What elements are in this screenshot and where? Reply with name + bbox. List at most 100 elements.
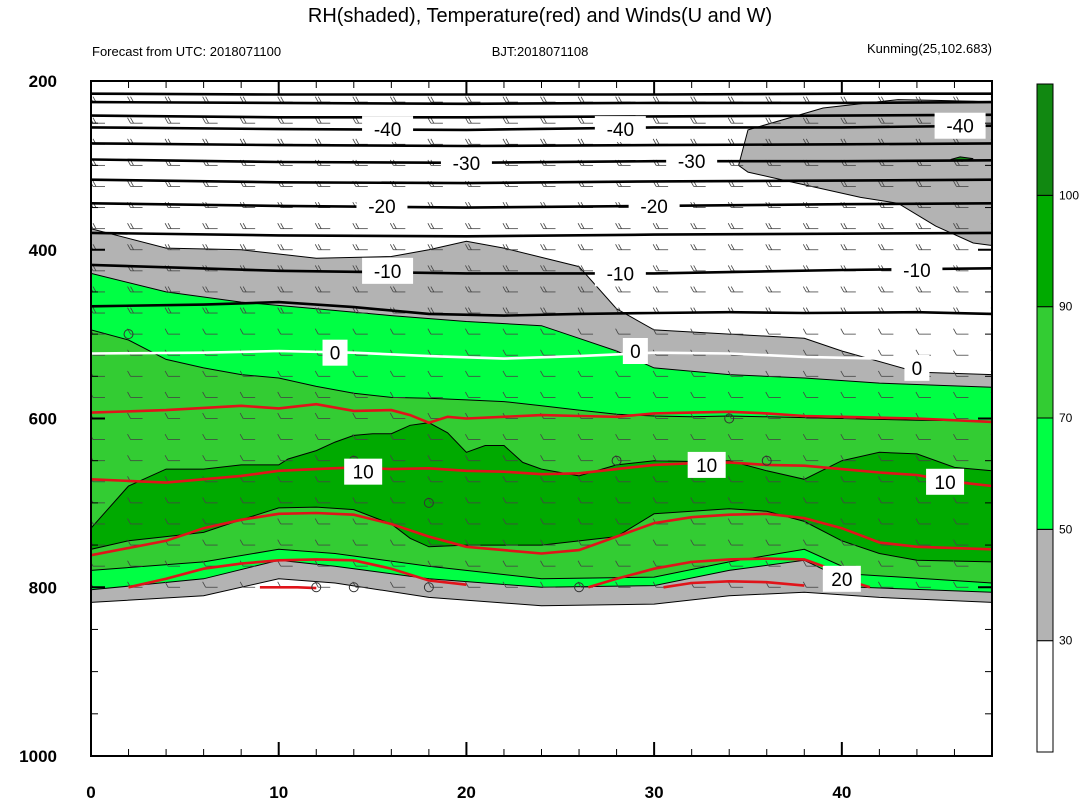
wind-barb [990,307,992,311]
wind-barb [652,286,669,293]
wind-barb [502,455,518,462]
temp-contour-black [91,263,992,275]
wind-barb [427,286,443,293]
colorbar-swatch [1036,83,1054,196]
wind-barb [765,370,781,377]
wind-barb [314,560,331,567]
wind-barb [540,349,556,356]
wind-barb [991,76,1006,81]
wind-barb [502,286,518,293]
wind-barb [465,476,481,483]
wind-barb [577,560,594,567]
wind-barb [765,328,781,335]
wind-barb [915,455,931,462]
contour-label-text: 10 [353,463,374,484]
wind-barb [727,370,744,377]
wind-barb [277,391,293,398]
wind-barb [164,391,181,398]
wind-barb [352,412,368,419]
wind-barb [727,539,744,546]
contour-label-text: -10 [607,264,634,285]
wind-barb [239,433,256,440]
wind-barb [577,518,594,525]
wind-barb [878,476,894,483]
wind-barb [277,412,293,419]
wind-barb [352,497,368,504]
wind-barb [690,223,706,230]
wind-barb [277,433,293,440]
wind-barb [389,476,406,483]
contour-label-text: -40 [946,117,973,138]
contour-label-text: -40 [607,120,634,141]
wind-barb [802,455,819,462]
wind-barb [727,244,744,251]
temp-contour-red [91,402,992,425]
wind-barb [202,518,218,525]
x-tick-label: 10 [269,783,288,802]
wind-barb [652,328,669,335]
wind-barb [389,433,406,440]
temp-contour-red [91,511,992,557]
wind-barb [990,244,992,247]
wind-barb [878,223,894,230]
wind-barb [427,96,443,103]
wind-barb [502,328,518,335]
wind-barb [389,539,406,546]
wind-barb [953,223,969,230]
wind-barb [615,560,631,567]
wind-barb [727,117,744,124]
wind-barb [277,138,293,145]
wind-barb [727,581,744,588]
wind-barb [953,391,969,398]
wind-barb [314,223,331,230]
contour-label: -40 [594,116,646,143]
wind-barb [352,286,368,293]
wind-barb [540,391,556,398]
wind-barb [127,560,143,567]
wind-barb [577,455,594,462]
wind-barb [915,518,931,525]
wind-barb [352,560,368,567]
wind-barb [540,433,556,440]
wind-barb [765,539,781,546]
wind-barb [502,497,518,504]
wind-barb [277,244,293,251]
wind-barb [239,244,256,251]
contour-label: -20 [628,192,680,219]
wind-barb [314,476,331,483]
wind-barb [164,117,181,124]
wind-barb [953,286,969,293]
wind-barb [427,138,443,145]
wind-barb [202,497,218,504]
wind-barb [277,96,293,103]
wind-barb [427,265,443,272]
wind-barb [953,328,969,335]
wind-barb [840,117,856,124]
wind-barb [277,307,293,314]
wind-barb [615,244,631,251]
wind-barb [502,476,518,483]
wind-barb [690,412,706,419]
wind-barb [127,117,143,124]
wind-barb [427,117,443,124]
wind-barb [465,539,481,546]
wind-barb [164,581,181,588]
wind-barb [277,455,293,462]
wind-barb [127,286,143,293]
colorbar-label: 30 [1059,634,1073,648]
wind-barb [127,497,143,504]
contour-label: -10 [594,260,646,287]
wind-barb [502,581,518,588]
wind-barb [878,117,894,124]
wind-barb [990,265,992,269]
wind-barb [577,328,594,335]
wind-barb [427,328,443,335]
wind-barb [352,539,368,546]
wind-barb [427,391,443,398]
wind-barb [840,328,856,335]
wind-barb [840,391,856,398]
wind-barb [840,476,856,483]
wind-barb [314,244,331,251]
wind-barb [990,370,992,374]
wind-barb [502,391,518,398]
